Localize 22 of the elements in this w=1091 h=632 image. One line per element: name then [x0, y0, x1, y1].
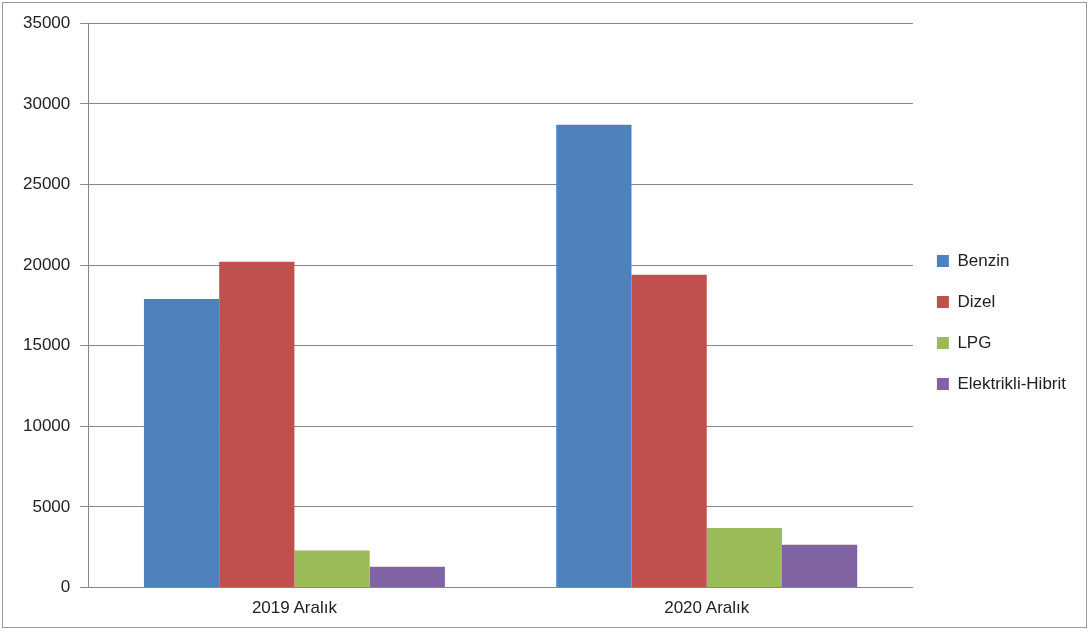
- x-tick-label: 2019 Aralık: [251, 598, 338, 618]
- y-tick-label: 25000: [22, 174, 71, 194]
- bar: [369, 566, 445, 588]
- y-tick-label: 15000: [22, 335, 71, 355]
- bar: [219, 261, 295, 588]
- y-tick-label: 30000: [22, 93, 71, 113]
- bar: [781, 544, 858, 588]
- bar: [294, 550, 370, 588]
- y-tick-label: 35000: [22, 12, 71, 32]
- bar: [143, 298, 220, 588]
- y-tick-label: 10000: [22, 416, 71, 436]
- x-tick-label: 2020 Aralık: [664, 598, 750, 618]
- bar: [706, 527, 782, 588]
- legend-label: LPG: [957, 332, 992, 352]
- y-tick-label: 5000: [32, 496, 71, 516]
- bar: [631, 274, 707, 588]
- y-tick-label: 20000: [22, 254, 71, 274]
- legend-label: Benzin: [957, 250, 1010, 270]
- y-tick-label: 0: [60, 577, 71, 597]
- bar: [556, 124, 632, 588]
- legend-label: Elektrikli-Hibrit: [957, 373, 1067, 393]
- legend-label: Dizel: [957, 291, 996, 311]
